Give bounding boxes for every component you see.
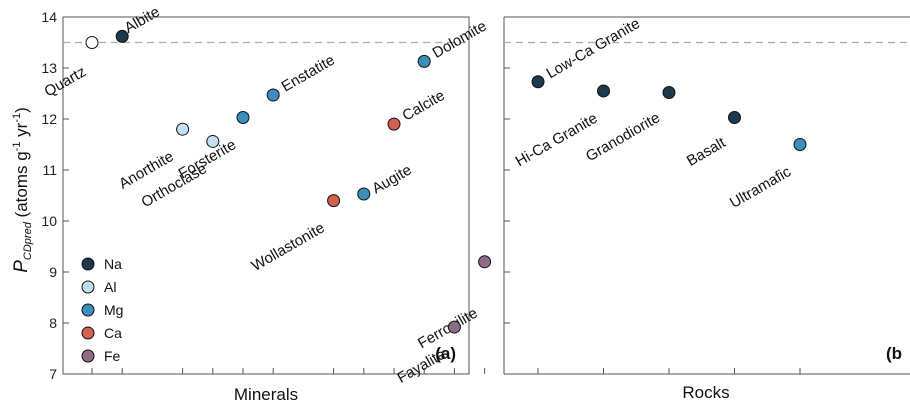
y-axis-symbol: P <box>11 260 32 273</box>
point-granodiorite <box>662 85 676 99</box>
legend: Na Al Mg Ca Fe <box>81 256 123 364</box>
y-tick-label: 13 <box>41 60 57 76</box>
label-ultramafic: Ultramafic <box>727 163 794 212</box>
panel-a-tag: (a) <box>435 344 456 363</box>
legend-marker-ca <box>81 326 95 340</box>
y-axis-unit-mid: yr <box>12 122 31 141</box>
label-albite: Albite <box>122 3 163 36</box>
point-fayalite <box>447 320 461 334</box>
panel-b-x-axis-title: Rocks <box>682 383 729 402</box>
y-tick-label: 8 <box>49 315 57 331</box>
point-ferrosilite <box>478 255 492 269</box>
legend-label-ca: Ca <box>104 325 122 341</box>
legend-marker-al <box>81 280 95 294</box>
label-basalt: Basalt <box>684 134 729 170</box>
y-axis-unit-prefix: (atoms g <box>12 151 31 222</box>
y-tick-label: 7 <box>49 366 57 382</box>
point-wollastonite <box>327 194 341 208</box>
panel-b-tag: (b <box>886 344 902 363</box>
label-hi-ca-granite: Hi-Ca Granite <box>513 110 601 171</box>
point-hi-ca-granite <box>597 84 610 98</box>
label-dolomite: Dolomite <box>430 18 490 62</box>
point-orthoclase <box>206 134 220 148</box>
y-tick-label: 12 <box>41 111 57 127</box>
panel-a-y-ticks: 7 8 9 10 11 12 13 14 <box>41 9 69 382</box>
point-low-ca-granite <box>531 75 545 89</box>
point-quartz <box>85 36 99 49</box>
panel-a-x-axis-title: Minerals <box>234 385 298 404</box>
label-enstatite: Enstatite <box>279 52 338 96</box>
y-tick-label: 14 <box>41 9 57 25</box>
point-augite <box>357 187 371 201</box>
point-dolomite <box>417 54 431 68</box>
y-axis-title: PCDpred (atoms g-1 yr-1) <box>11 107 34 273</box>
point-anorthite <box>176 122 190 136</box>
point-ultramafic <box>793 138 807 151</box>
point-enstatite <box>266 88 280 102</box>
label-low-ca-granite: Low-Ca Granite <box>544 15 643 82</box>
legend-marker-fe <box>81 349 95 363</box>
point-basalt <box>728 110 741 124</box>
point-albite <box>115 29 129 43</box>
y-tick-label: 10 <box>41 213 57 229</box>
point-calcite <box>387 117 401 131</box>
legend-label-fe: Fe <box>104 348 121 364</box>
legend-label-na: Na <box>104 256 122 272</box>
panel-b-points <box>531 75 807 151</box>
point-forsterite <box>236 110 250 124</box>
legend-marker-na <box>81 257 95 271</box>
y-tick-label: 9 <box>49 264 57 280</box>
label-wollastonite: Wollastonite <box>249 219 328 274</box>
legend-marker-mg <box>81 303 95 317</box>
label-augite: Augite <box>369 161 414 197</box>
panel-a-x-ticks <box>91 368 486 374</box>
panel-a-frame <box>62 16 470 375</box>
legend-label-mg: Mg <box>104 302 123 318</box>
y-axis-unit-suffix: ) <box>12 107 31 113</box>
y-axis-unit-exponent-2: -1 <box>11 113 23 123</box>
y-axis-symbol-subscript: CDpred <box>22 221 34 260</box>
label-calcite: Calcite <box>400 87 448 125</box>
panel-b-y-ticks <box>504 16 510 375</box>
panel-a-points <box>85 29 492 334</box>
y-axis-unit-exponent-1: -1 <box>11 142 23 152</box>
legend-label-al: Al <box>104 279 116 295</box>
y-tick-label: 11 <box>42 162 57 178</box>
panel-b-x-ticks <box>537 368 801 374</box>
